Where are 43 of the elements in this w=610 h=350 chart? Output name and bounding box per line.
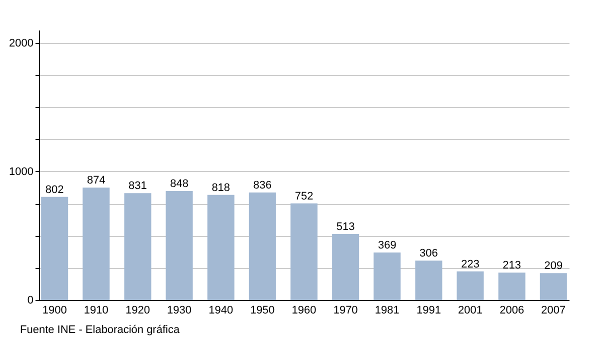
- x-tick-label: 1981: [374, 304, 400, 316]
- data-label: 513: [336, 221, 355, 234]
- x-tick-label: 1960: [292, 304, 316, 316]
- data-label: 209: [544, 260, 563, 272]
- data-label: 818: [212, 182, 230, 194]
- y-tick-label: 2000: [9, 37, 34, 50]
- bar: [374, 252, 401, 300]
- source-note: Fuente INE - Elaboración gráfica: [20, 324, 181, 336]
- bar: [540, 273, 567, 300]
- x-tick-label: 1900: [42, 304, 67, 316]
- data-label: 752: [294, 190, 314, 202]
- x-tick-label: 2006: [500, 304, 524, 316]
- bar: [207, 194, 234, 300]
- data-label: 836: [253, 180, 272, 192]
- x-tick-label: 1970: [333, 304, 358, 316]
- bar: [124, 193, 152, 300]
- x-tick-label: 1920: [125, 304, 150, 316]
- data-label: 369: [378, 240, 396, 252]
- x-tick-label: 1940: [208, 304, 234, 316]
- x-tick-label: 1950: [250, 304, 275, 316]
- bar: [290, 203, 318, 300]
- data-label: 848: [170, 178, 188, 190]
- bar: [82, 188, 110, 300]
- data-label: 306: [420, 248, 438, 260]
- x-tick-label: 2007: [541, 304, 566, 316]
- bar: [498, 272, 526, 300]
- x-tick-label: 1910: [84, 304, 108, 316]
- y-tick-label: 0: [27, 294, 34, 306]
- bar: [415, 260, 442, 300]
- bar: [248, 192, 276, 300]
- bar: [41, 196, 68, 300]
- data-label: 802: [45, 184, 64, 196]
- x-tick-label: 1930: [167, 304, 192, 316]
- data-label: 223: [461, 258, 480, 270]
- bar: [166, 190, 193, 300]
- bar: [456, 271, 484, 300]
- y-tick-label: 1000: [9, 166, 34, 178]
- x-tick-label: 1991: [416, 304, 441, 316]
- data-label: 831: [128, 180, 147, 192]
- data-label: 874: [86, 174, 106, 187]
- data-label: 213: [502, 260, 522, 272]
- x-tick-label: 2001: [458, 304, 483, 316]
- bar: [332, 234, 360, 300]
